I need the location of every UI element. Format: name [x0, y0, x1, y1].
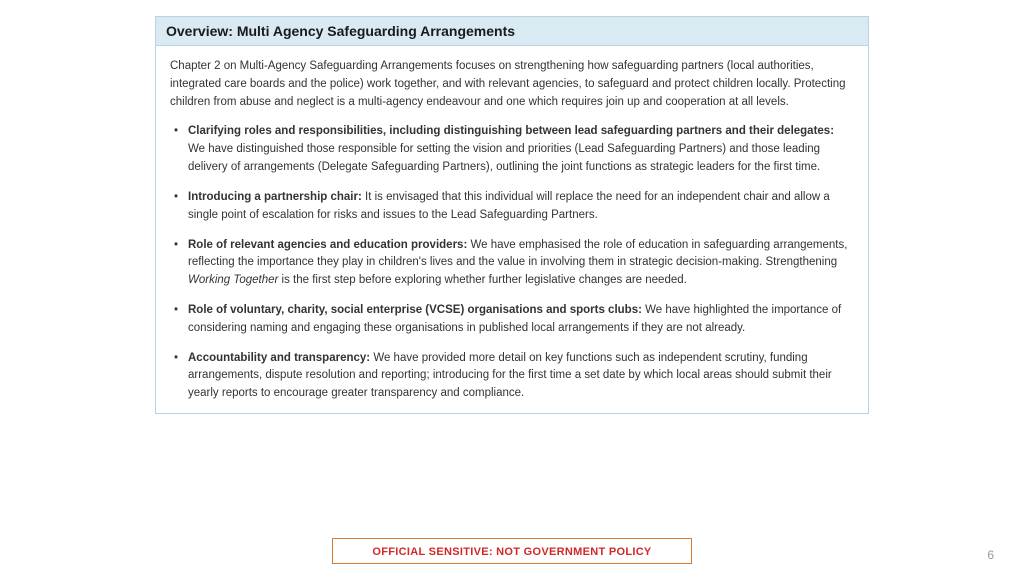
list-item: Introducing a partnership chair: It is e… [174, 189, 854, 225]
content-panel: Overview: Multi Agency Safeguarding Arra… [155, 16, 869, 414]
bullet-lead: Clarifying roles and responsibilities, i… [188, 125, 834, 137]
panel-header: Overview: Multi Agency Safeguarding Arra… [156, 17, 868, 46]
bullet-lead: Role of relevant agencies and education … [188, 239, 467, 251]
bullet-list: Clarifying roles and responsibilities, i… [170, 123, 854, 403]
list-item: Accountability and transparency: We have… [174, 350, 854, 403]
bullet-lead: Introducing a partnership chair: [188, 191, 362, 203]
page-title: Overview: Multi Agency Safeguarding Arra… [166, 23, 858, 39]
panel-body: Chapter 2 on Multi-Agency Safeguarding A… [156, 46, 868, 413]
list-item: Role of relevant agencies and education … [174, 237, 854, 290]
sensitivity-label: OFFICIAL SENSITIVE: NOT GOVERNMENT POLIC… [372, 546, 651, 558]
list-item: Role of voluntary, charity, social enter… [174, 302, 854, 338]
bullet-lead: Accountability and transparency: [188, 352, 370, 364]
intro-paragraph: Chapter 2 on Multi-Agency Safeguarding A… [170, 58, 854, 111]
bullet-text: We have distinguished those responsible … [188, 143, 820, 173]
bullet-text: is the first step before exploring wheth… [278, 274, 687, 286]
list-item: Clarifying roles and responsibilities, i… [174, 123, 854, 176]
bullet-lead: Role of voluntary, charity, social enter… [188, 304, 642, 316]
bullet-italic: Working Together [188, 274, 278, 286]
page-number: 6 [987, 548, 994, 562]
sensitivity-banner: OFFICIAL SENSITIVE: NOT GOVERNMENT POLIC… [332, 538, 692, 564]
